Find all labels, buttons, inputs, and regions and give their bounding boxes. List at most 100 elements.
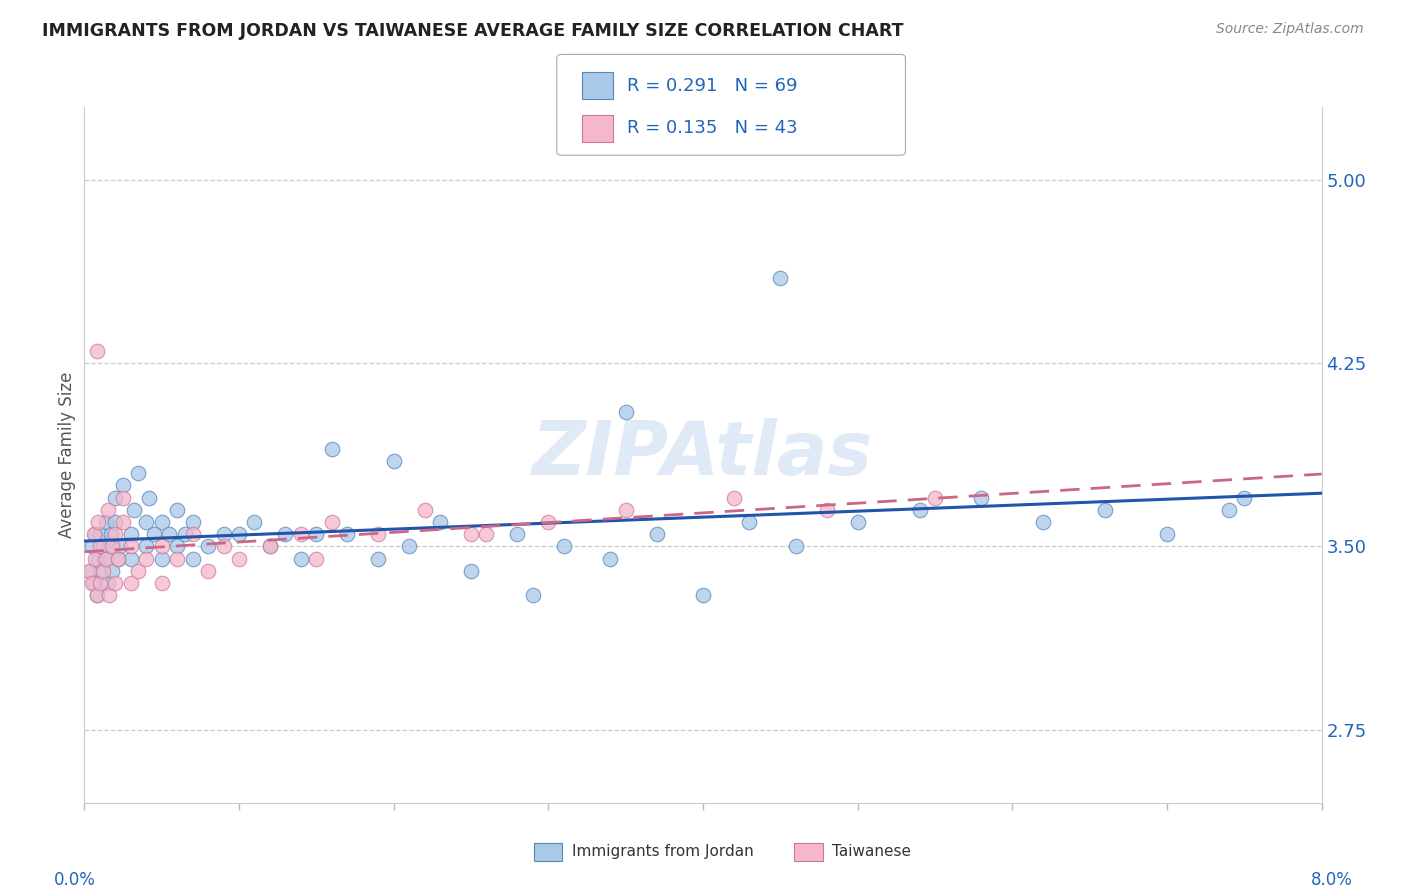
Point	[89, 527, 111, 541]
Point	[150, 515, 173, 529]
Point	[846, 515, 869, 529]
Point	[91, 564, 114, 578]
Point	[506, 527, 529, 541]
Point	[212, 527, 235, 541]
Point	[290, 527, 312, 541]
Point	[367, 551, 389, 566]
Point	[104, 515, 127, 529]
Point	[1032, 515, 1054, 529]
Point	[101, 540, 124, 554]
Point	[723, 491, 745, 505]
Point	[120, 540, 142, 554]
Point	[112, 491, 135, 505]
Point	[645, 527, 668, 541]
Point	[98, 588, 121, 602]
Point	[197, 564, 219, 578]
Point	[614, 405, 637, 419]
Point	[305, 527, 328, 541]
Point	[305, 551, 328, 566]
Point	[112, 515, 135, 529]
Point	[429, 515, 451, 529]
Point	[96, 576, 118, 591]
Point	[82, 540, 104, 554]
Point	[599, 551, 621, 566]
Point	[259, 540, 281, 554]
Point	[89, 540, 111, 554]
Point	[174, 527, 197, 541]
Point	[908, 503, 931, 517]
Point	[274, 527, 297, 541]
Point	[150, 540, 173, 554]
Point	[290, 551, 312, 566]
Point	[522, 588, 544, 602]
Point	[120, 551, 142, 566]
Point	[181, 551, 204, 566]
Point	[1218, 503, 1240, 517]
Point	[460, 527, 482, 541]
Point	[101, 564, 124, 578]
Point	[100, 527, 122, 541]
Text: ZIPAtlas: ZIPAtlas	[533, 418, 873, 491]
Point	[738, 515, 761, 529]
Point	[93, 551, 115, 566]
Point	[91, 540, 114, 554]
Point	[181, 527, 204, 541]
Point	[692, 588, 714, 602]
Point	[143, 527, 166, 541]
Point	[77, 564, 100, 578]
Point	[212, 540, 235, 554]
Text: Immigrants from Jordan: Immigrants from Jordan	[572, 845, 754, 859]
Point	[382, 454, 405, 468]
Text: Taiwanese: Taiwanese	[832, 845, 911, 859]
Point	[321, 515, 343, 529]
Point	[135, 540, 157, 554]
Point	[84, 551, 107, 566]
Point	[122, 503, 145, 517]
Point	[107, 551, 129, 566]
Point	[150, 576, 173, 591]
Point	[166, 540, 188, 554]
Point	[815, 503, 838, 517]
Point	[1233, 491, 1256, 505]
Point	[104, 576, 127, 591]
Point	[614, 503, 637, 517]
Point	[112, 478, 135, 492]
Point	[104, 527, 127, 541]
Point	[138, 491, 160, 505]
Text: IMMIGRANTS FROM JORDAN VS TAIWANESE AVERAGE FAMILY SIZE CORRELATION CHART: IMMIGRANTS FROM JORDAN VS TAIWANESE AVER…	[42, 22, 904, 40]
Point	[924, 491, 946, 505]
Point	[87, 551, 110, 566]
Point	[120, 527, 142, 541]
Point	[89, 564, 111, 578]
Point	[82, 576, 104, 591]
Point	[475, 527, 498, 541]
Point	[94, 551, 117, 566]
Y-axis label: Average Family Size: Average Family Size	[58, 372, 76, 538]
Point	[83, 576, 105, 591]
Point	[181, 515, 204, 529]
Point	[259, 540, 281, 554]
Point	[367, 527, 389, 541]
Text: 8.0%: 8.0%	[1310, 871, 1353, 889]
Point	[104, 491, 127, 505]
Point	[120, 576, 142, 591]
Point	[79, 564, 101, 578]
Point	[127, 467, 149, 481]
Text: R = 0.291   N = 69: R = 0.291 N = 69	[627, 77, 797, 95]
Point	[1094, 503, 1116, 517]
Point	[127, 564, 149, 578]
Point	[84, 527, 107, 541]
Text: 0.0%: 0.0%	[53, 871, 96, 889]
Point	[86, 344, 108, 359]
Point	[83, 527, 105, 541]
Point	[1156, 527, 1178, 541]
Point	[166, 551, 188, 566]
Point	[86, 588, 108, 602]
Point	[553, 540, 575, 554]
Point	[413, 503, 436, 517]
Point	[785, 540, 807, 554]
Point	[87, 515, 110, 529]
Point	[135, 551, 157, 566]
Point	[159, 527, 180, 541]
Point	[228, 551, 250, 566]
